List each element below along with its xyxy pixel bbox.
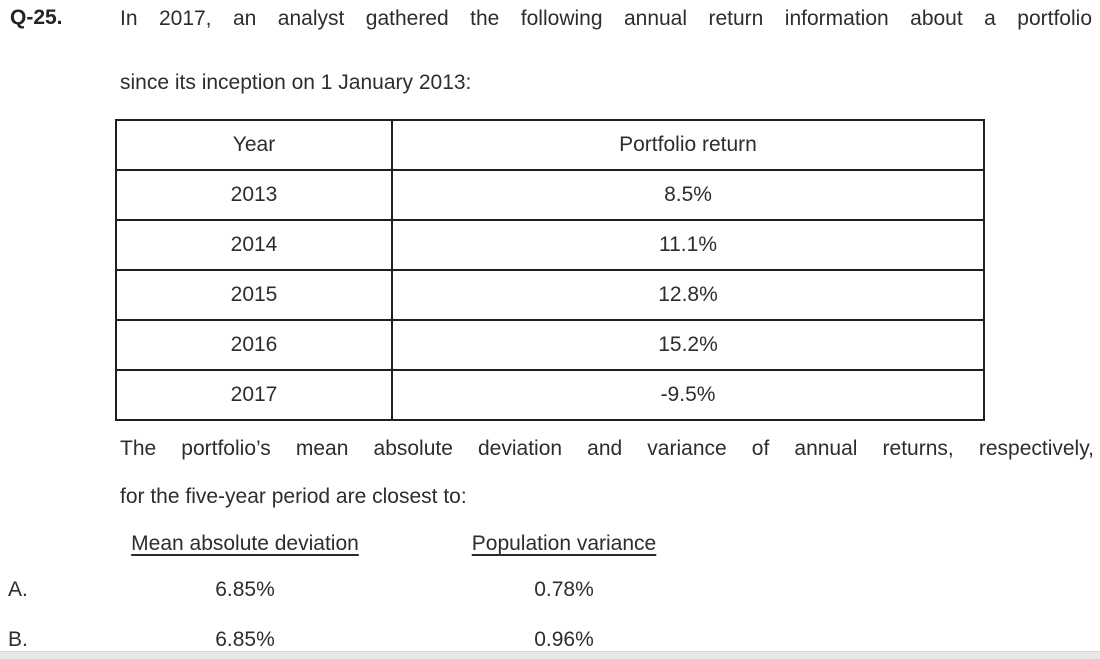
returns-table: Year Portfolio return 2013 8.5% 2014 11.… — [115, 119, 985, 421]
return-cell: 11.1% — [391, 219, 985, 271]
year-cell: 2016 — [115, 319, 393, 371]
option-b-variance-value: 0.96% — [534, 628, 594, 651]
return-cell: 15.2% — [391, 319, 985, 371]
option-a-label: A. — [8, 578, 28, 601]
option-b-label: B. — [8, 628, 28, 651]
year-cell: 2013 — [115, 169, 393, 221]
options-column-header-mad: Mean absolute deviation — [131, 532, 359, 555]
question-intro-line1: In 2017, an analyst gathered the followi… — [120, 7, 1092, 30]
page-bottom-divider — [0, 651, 1100, 659]
question-intro-line2: since its inception on 1 January 2013: — [120, 71, 472, 94]
table-header-return: Portfolio return — [391, 119, 985, 171]
table-row: 2015 12.8% — [115, 269, 985, 321]
table-row: 2017 -9.5% — [115, 369, 985, 421]
options-column-header-variance: Population variance — [471, 532, 657, 555]
question-followup-line1: The portfolio’s mean absolute deviation … — [120, 437, 1094, 460]
year-cell: 2014 — [115, 219, 393, 271]
option-a-mad-value: 6.85% — [215, 578, 275, 601]
table-row: 2013 8.5% — [115, 169, 985, 221]
question-number: Q-25. — [10, 6, 63, 29]
year-cell: 2017 — [115, 369, 393, 421]
table-header-year: Year — [115, 119, 393, 171]
table-row: 2016 15.2% — [115, 319, 985, 371]
table-header-row: Year Portfolio return — [115, 119, 985, 171]
option-a-variance-value: 0.78% — [534, 578, 594, 601]
return-cell: 12.8% — [391, 269, 985, 321]
year-cell: 2015 — [115, 269, 393, 321]
table-row: 2014 11.1% — [115, 219, 985, 271]
option-b-mad-value: 6.85% — [215, 628, 275, 651]
return-cell: -9.5% — [391, 369, 985, 421]
return-cell: 8.5% — [391, 169, 985, 221]
question-followup-line2: for the five-year period are closest to: — [120, 485, 467, 508]
